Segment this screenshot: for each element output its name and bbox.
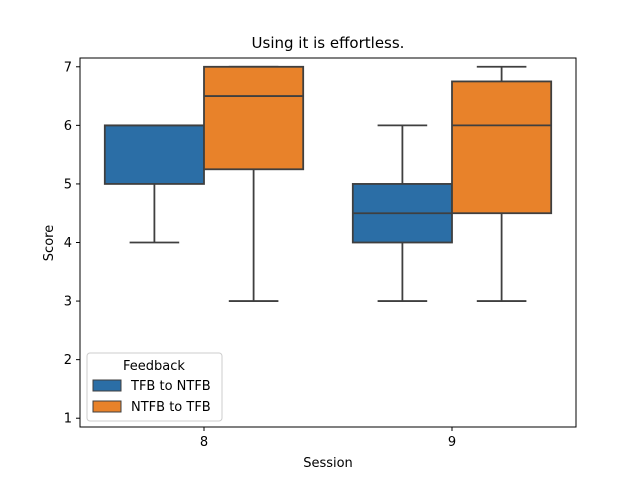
box-body (451, 80, 553, 215)
box-group (103, 124, 205, 244)
y-tick-label: 2 (64, 353, 72, 368)
y-tick-label: 7 (64, 60, 72, 75)
y-tick-label: 6 (64, 119, 72, 134)
y-tick-label: 3 (64, 295, 72, 310)
box-group (451, 65, 553, 302)
box-body (103, 124, 205, 185)
chart-title: Using it is effortless. (252, 34, 405, 52)
x-axis-label: Session (303, 456, 353, 471)
legend-title: Feedback (123, 359, 185, 374)
y-axis: 1 2 3 4 5 6 7 (64, 60, 80, 427)
legend: Feedback TFB to NTFB NTFB to TFB (86, 352, 223, 422)
legend-swatch (92, 400, 122, 413)
boxes-layer (103, 65, 553, 302)
y-tick-label: 5 (64, 177, 72, 192)
x-tick-label: 9 (448, 435, 456, 450)
legend-entry-label: NTFB to TFB (131, 400, 211, 415)
y-axis-label: Score (42, 225, 57, 261)
box-group (351, 124, 453, 302)
legend-entry-label: TFB to NTFB (130, 379, 211, 394)
y-tick-label: 4 (64, 236, 72, 251)
box-body (203, 65, 305, 171)
box-group (203, 65, 305, 302)
legend-swatch (92, 379, 122, 392)
y-tick-label: 1 (64, 412, 72, 427)
x-tick-label: 8 (200, 435, 208, 450)
